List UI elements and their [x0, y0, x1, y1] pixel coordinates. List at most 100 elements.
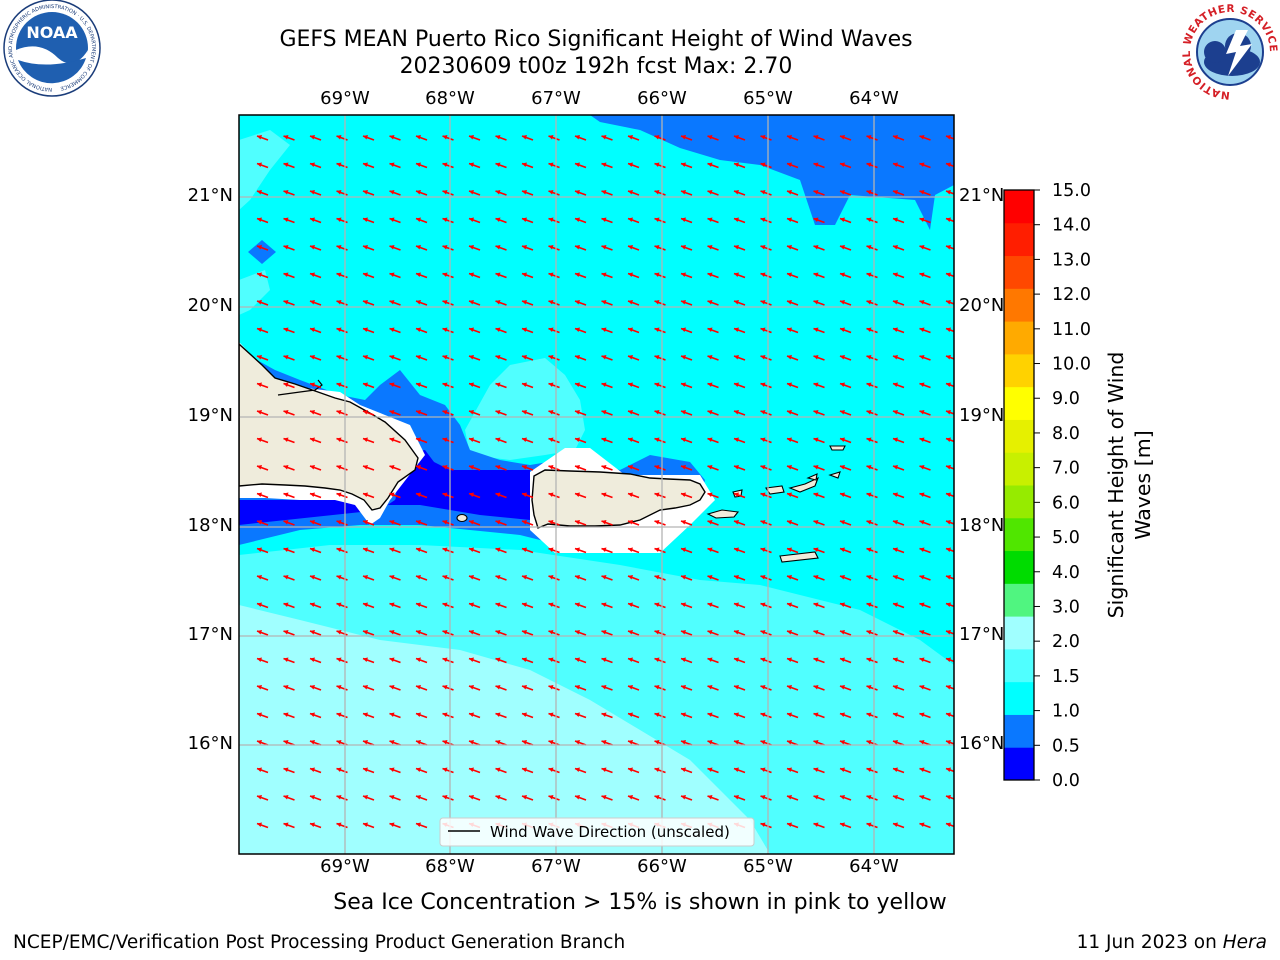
wind-arrow: [733, 520, 746, 526]
wind-arrow: [283, 795, 295, 801]
wind-arrow: [786, 575, 799, 581]
wind-arrow: [733, 355, 746, 361]
wind-arrow: [866, 547, 878, 554]
wind-arrow: [919, 410, 931, 416]
ocean-1.5-2.0-band: [239, 270, 270, 315]
wind-arrow: [336, 657, 348, 664]
colorbar-tick-label: 14.0: [1052, 216, 1091, 236]
wind-arrow: [786, 135, 799, 141]
wind-arrow: [601, 300, 613, 306]
wind-arrow: [945, 740, 954, 745]
wind-arrow: [760, 602, 772, 609]
wind-arrow: [362, 355, 375, 361]
wind-arrow: [548, 327, 560, 334]
wind-arrow: [309, 492, 322, 499]
footer-left: NCEP/EMC/Verification Post Processing Pr…: [13, 932, 626, 953]
wind-arrow: [839, 575, 852, 581]
wind-arrow: [521, 575, 534, 581]
wind-arrow: [654, 740, 666, 746]
wind-arrow: [283, 355, 295, 361]
wind-arrow: [866, 520, 878, 526]
wind-arrow: [866, 410, 878, 416]
wind-arrow: [786, 300, 799, 306]
colorbar-tick-label: 1.5: [1052, 667, 1080, 687]
colorbar-swatch: [1004, 452, 1034, 486]
wind-arrow: [309, 437, 322, 444]
colorbar-tick-label: 7.0: [1052, 459, 1080, 479]
wind-arrow: [919, 520, 931, 526]
wind-arrow: [945, 465, 954, 470]
ocean-1.5-2.0-band: [465, 358, 585, 460]
wind-arrow: [362, 437, 375, 444]
wind-arrow: [707, 245, 719, 251]
wind-arrow: [362, 382, 375, 389]
colorbar-frame: [1003, 189, 1035, 781]
wind-arrow: [733, 712, 746, 719]
wind-arrow: [733, 630, 746, 636]
wind-arrow: [760, 767, 772, 774]
wind-arrow: [521, 767, 534, 774]
wind-arrow: [839, 327, 852, 334]
wind-arrow: [892, 465, 905, 471]
wind-arrow: [839, 602, 852, 609]
wind-arrow: [548, 190, 560, 196]
wind-arrow: [707, 767, 719, 774]
wind-arrow: [945, 657, 954, 663]
wind-arrow: [442, 410, 454, 416]
wind-arrow: [733, 767, 746, 774]
wind-arrow: [813, 245, 825, 251]
wind-arrow: [601, 245, 613, 251]
lon-label-top: 65°W: [743, 88, 793, 109]
wind-arrow: [336, 575, 348, 581]
wind-arrow: [336, 492, 348, 499]
wind-arrow: [919, 355, 931, 361]
lat-label-right: 18°N: [959, 515, 1005, 536]
wind-arrow: [468, 602, 481, 609]
wind-arrow: [627, 162, 640, 169]
wind-arrow: [442, 657, 454, 664]
wind-arrow: [654, 575, 666, 581]
wind-arrow: [601, 382, 613, 389]
wind-arrow: [919, 795, 931, 801]
wind-arrow: [866, 602, 878, 609]
wind-arrow: [415, 382, 428, 389]
wind-arrow: [362, 300, 375, 306]
wind-arrow: [283, 437, 295, 444]
wind-arrow: [283, 245, 295, 251]
wind-arrow: [256, 602, 269, 609]
wind-arrow: [627, 300, 640, 306]
wind-arrow: [495, 300, 507, 306]
wind-arrow: [389, 822, 401, 829]
wind-arrow: [892, 602, 905, 609]
colorbar-tick-label: 13.0: [1052, 250, 1091, 270]
wind-arrow: [945, 162, 954, 168]
wind-arrow: [256, 162, 269, 169]
wind-arrow: [680, 795, 693, 801]
wind-arrow: [813, 162, 825, 169]
wind-arrow: [786, 465, 799, 471]
wind-arrow: [707, 355, 719, 361]
wind-arrow: [468, 630, 481, 636]
wind-arrow: [601, 520, 613, 526]
wind-arrow: [707, 630, 719, 636]
wind-arrow: [945, 437, 954, 443]
wind-arrow: [548, 272, 560, 279]
wind-arrow: [919, 575, 931, 581]
wind-arrow: [336, 547, 348, 554]
wind-arrow: [945, 327, 954, 333]
wind-arrow: [495, 217, 507, 224]
wind-arrow: [389, 437, 401, 444]
wind-arrow: [415, 547, 428, 554]
wind-arrow: [548, 575, 560, 581]
wind-arrow: [574, 575, 587, 581]
wind-arrow: [415, 712, 428, 719]
wind-arrow: [866, 135, 878, 141]
wind-arrow: [654, 547, 666, 554]
colorbar-tick-label: 11.0: [1052, 320, 1091, 340]
wind-arrow: [283, 575, 295, 581]
wind-arrow: [309, 575, 322, 581]
wind-arrow: [336, 630, 348, 636]
wind-arrow: [495, 630, 507, 636]
wind-arrow: [839, 520, 852, 526]
wind-arrow: [442, 630, 454, 636]
